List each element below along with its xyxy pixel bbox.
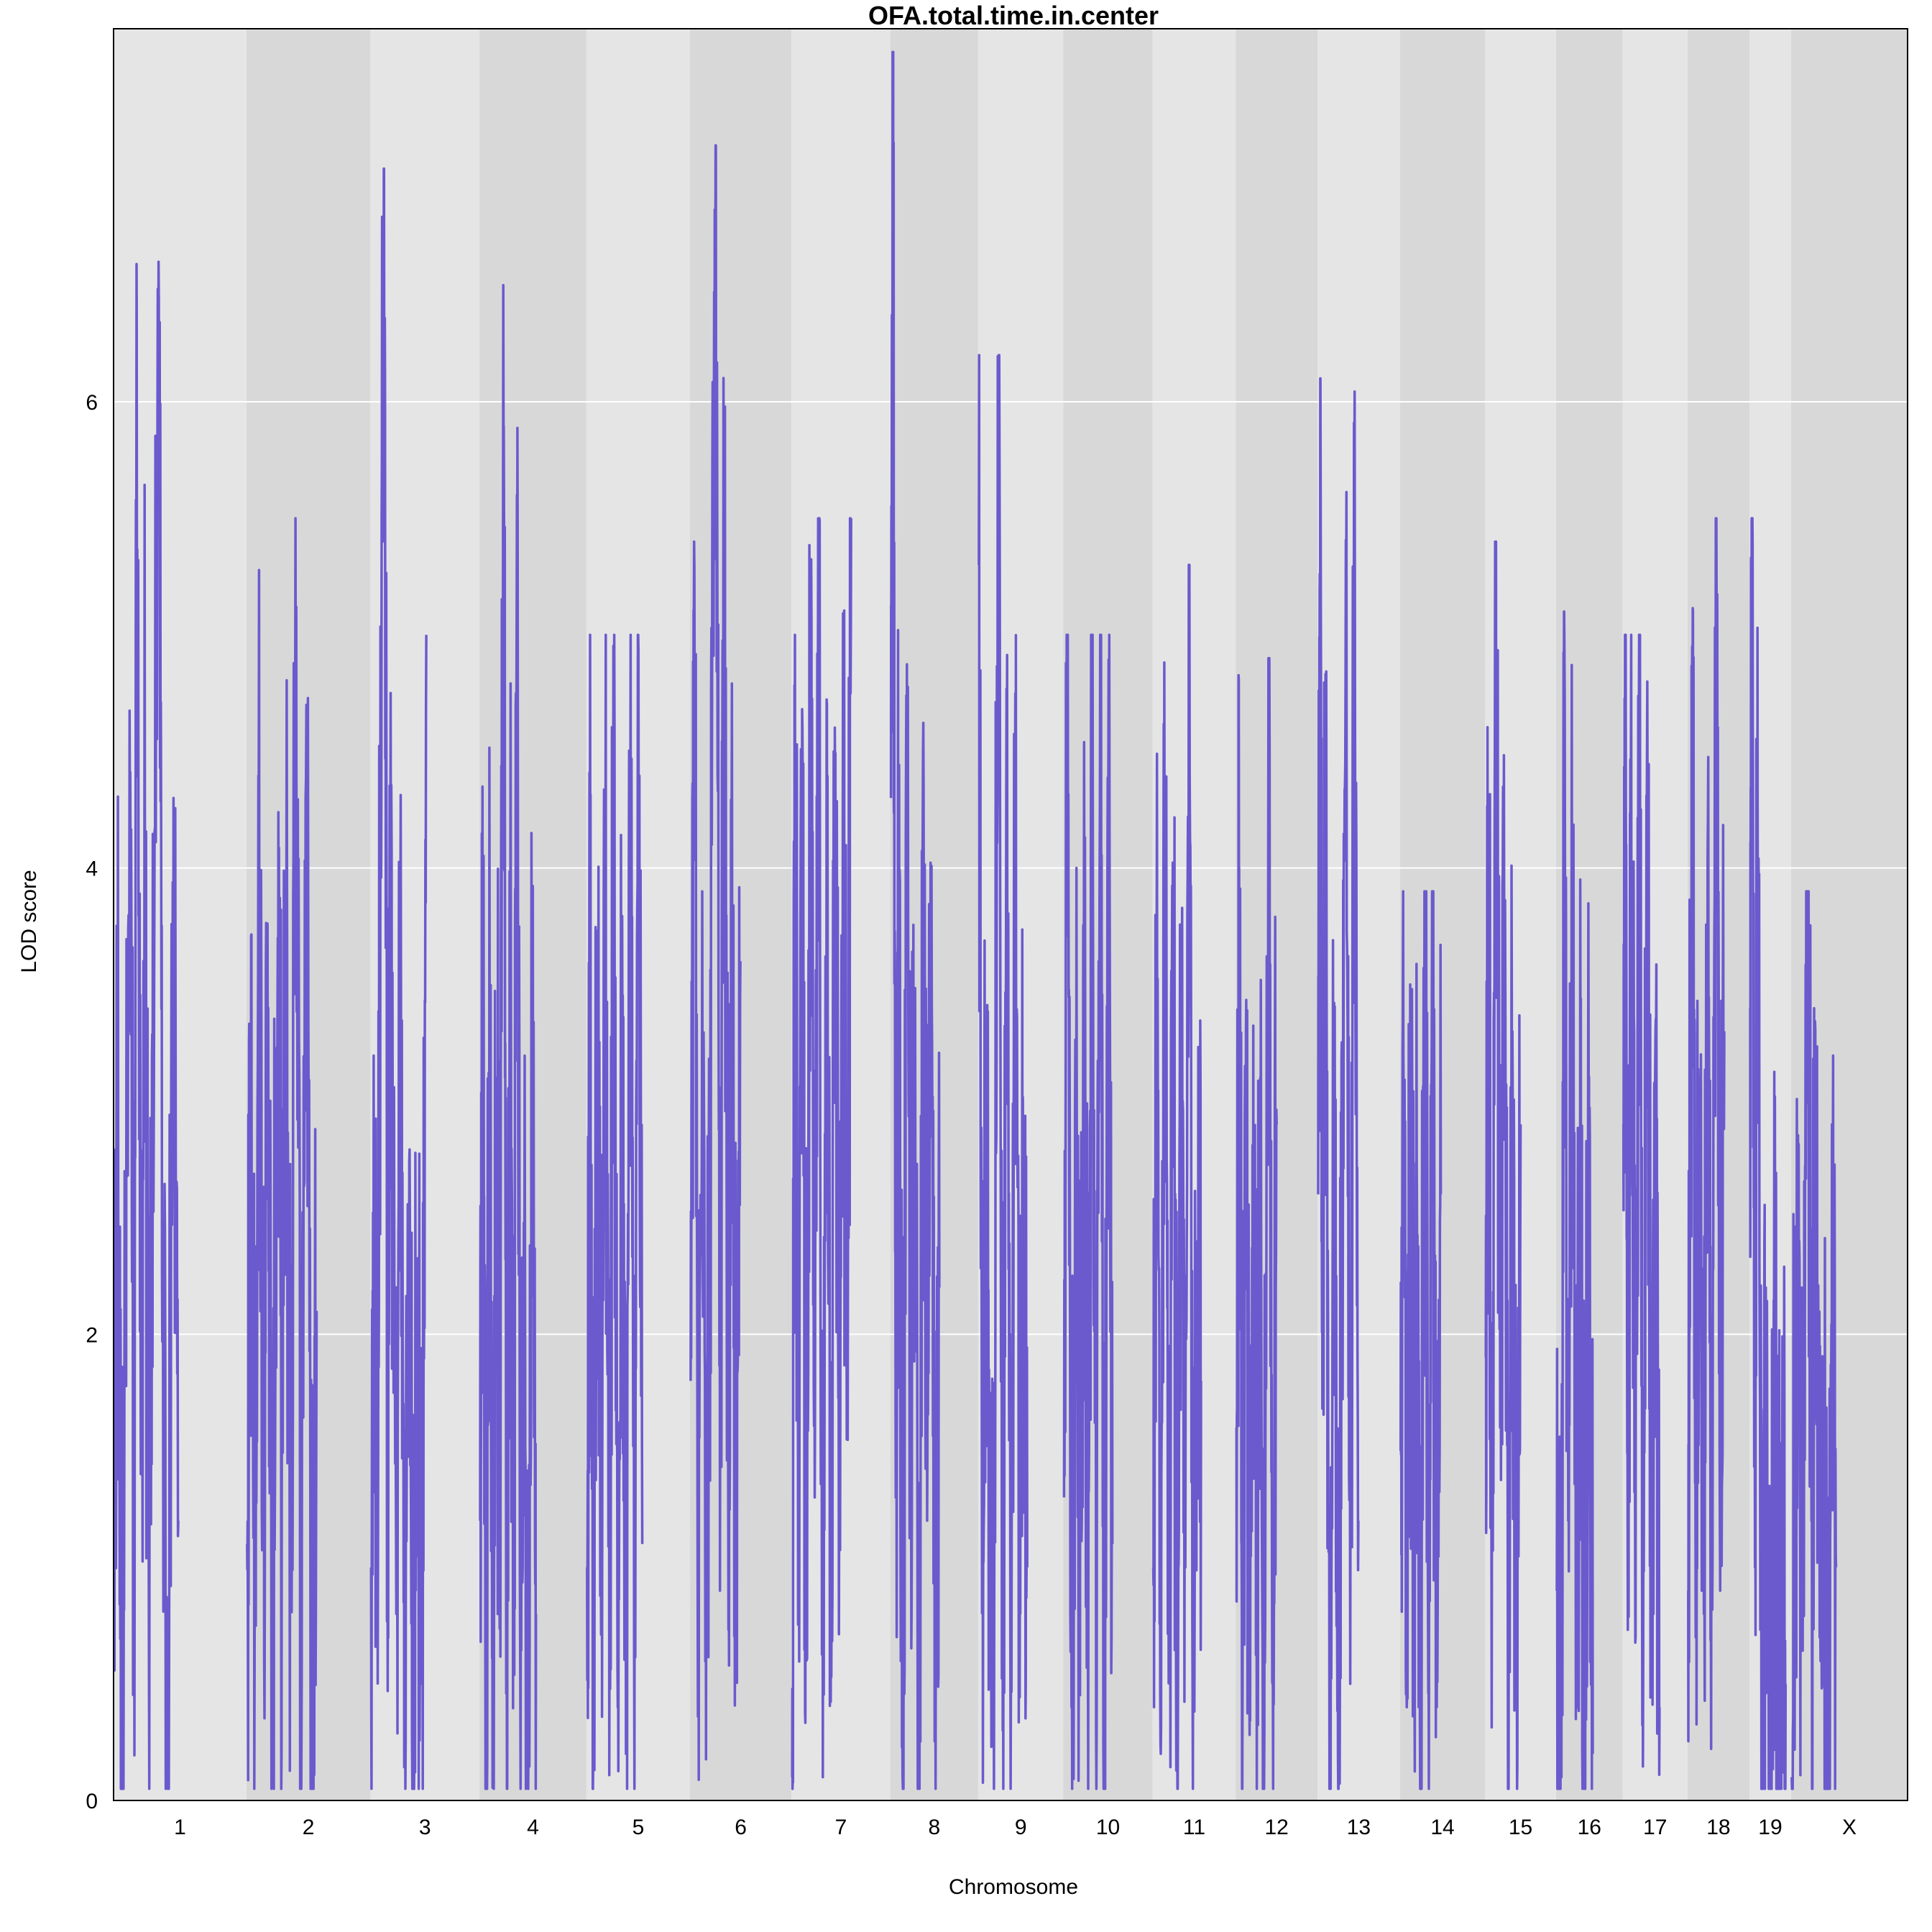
lod-line-chr-17 [1622, 633, 1661, 1776]
lod-line-chr-7 [791, 517, 852, 1790]
lod-series [113, 50, 1838, 1790]
x-axis-label: Chromosome [949, 1875, 1078, 1899]
y-tick-label-0: 0 [86, 1790, 98, 1813]
lod-line-chr-19 [1749, 517, 1788, 1790]
x-tick-label-4: 4 [527, 1816, 539, 1839]
lod-line-chr-10 [1062, 633, 1114, 1790]
x-tick-label-19: 19 [1758, 1816, 1782, 1839]
y-axis-label: LOD score [17, 870, 41, 972]
lod-line-chr-15 [1484, 540, 1522, 1790]
y-tick-label-2: 2 [86, 1323, 98, 1347]
lod-line-chr-9 [978, 354, 1029, 1790]
x-tick-label-7: 7 [835, 1816, 847, 1839]
x-tick-label-18: 18 [1706, 1816, 1730, 1839]
x-tick-label-5: 5 [632, 1816, 645, 1839]
x-tick-label-11: 11 [1183, 1816, 1205, 1839]
x-tick-label-13: 13 [1347, 1816, 1371, 1839]
lod-line-chr-13 [1317, 377, 1360, 1790]
x-tick-label-17: 17 [1643, 1816, 1667, 1839]
x-tick-label-2: 2 [303, 1816, 315, 1839]
x-tick-label-16: 16 [1578, 1816, 1601, 1839]
x-tick-label-9: 9 [1015, 1816, 1027, 1839]
lod-line-chr-4 [479, 284, 538, 1790]
lod-line-chr-8 [889, 50, 941, 1790]
x-tick-label-3: 3 [419, 1816, 431, 1839]
lod-line-chr-X [1790, 890, 1838, 1790]
lod-line-chr-5 [586, 633, 644, 1790]
y-axis-ticks: 0 2 4 6 [86, 391, 98, 1813]
lod-line-chr-18 [1687, 517, 1726, 1751]
lod-line-chr-6 [689, 144, 742, 1782]
x-tick-label-X: X [1842, 1816, 1857, 1839]
x-tick-label-14: 14 [1430, 1816, 1454, 1839]
x-tick-label-6: 6 [735, 1816, 747, 1839]
x-tick-label-8: 8 [928, 1816, 940, 1839]
y-tick-label-4: 4 [86, 857, 98, 881]
lod-line-chr-16 [1555, 610, 1594, 1790]
chart-title: OFA.total.time.in.center [868, 1, 1159, 30]
x-axis-ticks: 1 2 3 4 5 6 7 8 9 10 11 12 13 14 15 16 17 18 19 X [174, 1816, 1857, 1839]
lod-line-chr-14 [1399, 890, 1443, 1790]
lod-line-chr-12 [1235, 656, 1278, 1790]
lod-line-chr-2 [246, 517, 318, 1790]
lod-line-chr-1 [113, 260, 180, 1790]
y-tick-label-6: 6 [86, 391, 98, 415]
lod-line-chr-3 [369, 167, 428, 1790]
x-tick-label-10: 10 [1096, 1816, 1120, 1839]
x-tick-label-12: 12 [1264, 1816, 1288, 1839]
lod-line-chr-11 [1151, 564, 1202, 1790]
plot-frame [113, 28, 1908, 1801]
x-tick-label-15: 15 [1509, 1816, 1532, 1839]
x-tick-label-1: 1 [174, 1816, 186, 1839]
